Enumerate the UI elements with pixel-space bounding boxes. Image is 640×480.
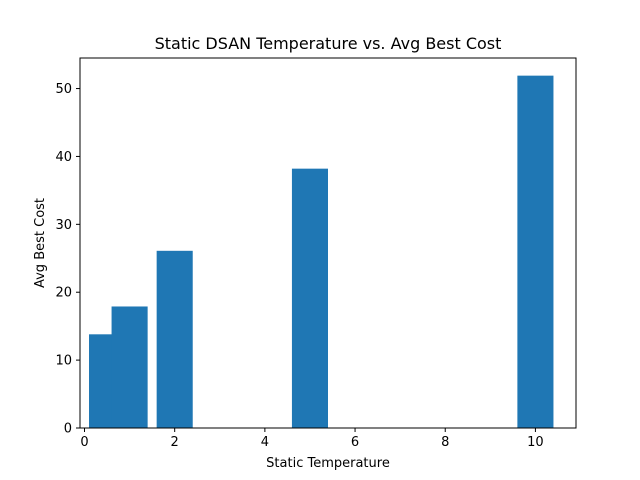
x-tick-label: 10 [527,435,544,450]
bar [156,250,193,428]
bar [291,168,328,428]
y-axis-label: Avg Best Cost [33,198,48,288]
y-tick-label: 0 [64,422,72,437]
x-axis-label: Static Temperature [266,456,390,471]
plot-frame [79,57,577,429]
y-tick-label: 30 [55,218,72,233]
y-tick-label: 10 [55,354,72,369]
chart-title: Static DSAN Temperature vs. Avg Best Cos… [155,34,502,53]
x-tick-label: 6 [351,435,359,450]
bars-group [89,75,554,429]
y-tick-label: 50 [55,82,72,97]
x-axis-ticks: 0 2 4 6 8 10 [80,428,544,450]
bar [517,75,554,429]
bar [111,306,148,428]
y-tick-label: 40 [55,150,72,165]
y-axis-ticks: 0 10 20 30 40 50 [55,82,80,437]
x-tick-label: 8 [441,435,449,450]
y-tick-label: 20 [55,286,72,301]
x-tick-label: 0 [80,435,88,450]
x-tick-label: 4 [261,435,269,450]
x-tick-label: 2 [171,435,179,450]
